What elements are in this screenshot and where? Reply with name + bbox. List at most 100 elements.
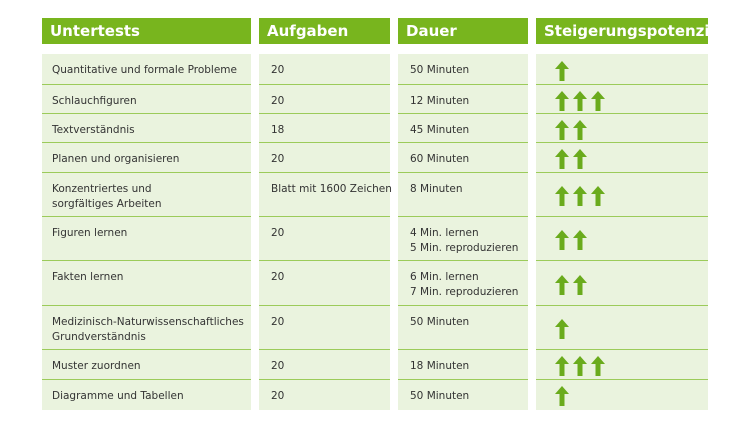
potential-arrow	[555, 186, 569, 206]
potential-arrow	[555, 230, 569, 250]
row-separator	[536, 142, 708, 143]
cell: 12 Minuten	[410, 94, 469, 109]
cell: Planen und organisieren	[52, 152, 179, 167]
row-separator	[398, 349, 528, 350]
cell-line: Grundverständnis	[52, 331, 146, 343]
potential-arrow	[555, 386, 569, 406]
row-separator	[398, 172, 528, 173]
row-separator	[259, 113, 390, 114]
cell-line: Muster zuordnen	[52, 360, 141, 372]
cell: Schlauchfiguren	[52, 94, 137, 109]
potential-arrow	[555, 119, 569, 140]
cell: 6 Min. lernen 7 Min. reproduzieren	[410, 270, 518, 300]
row-separator	[42, 142, 251, 143]
cell: 20	[271, 390, 285, 402]
cell: Quantitative und formale Probleme	[52, 63, 237, 78]
row-separator	[259, 379, 390, 380]
header-cell: Untertests	[42, 18, 251, 44]
potential-arrow	[573, 186, 587, 206]
potential-arrow	[555, 60, 569, 81]
cell: Textverständnis	[52, 123, 135, 138]
row-separator	[42, 260, 251, 261]
row-separator	[536, 379, 708, 380]
cell-line: Planen und organisieren	[52, 153, 180, 165]
header-cell: Dauer	[398, 18, 528, 44]
cell: 8 Minuten	[410, 182, 463, 197]
potential-arrow	[573, 274, 587, 295]
row-separator	[42, 113, 251, 114]
row-separator	[398, 84, 528, 85]
cell: 45 Minuten	[410, 123, 469, 138]
row-separator	[259, 260, 390, 261]
cell-line: 50 Minuten	[410, 390, 470, 402]
cell: 20	[271, 227, 285, 239]
cell-line: Textverständnis	[52, 124, 135, 136]
row-separator	[259, 84, 390, 85]
cell-line: Fakten lernen	[52, 271, 124, 283]
cell: 18	[271, 124, 285, 136]
potential-arrow	[573, 119, 587, 140]
row-separator	[42, 172, 251, 173]
row-separator	[259, 172, 390, 173]
cell: 20	[271, 95, 285, 107]
cell-line: 50 Minuten	[410, 316, 470, 328]
cell-line: Figuren lernen	[52, 227, 128, 239]
cell-line: Schlauchfiguren	[52, 95, 137, 107]
row-separator	[398, 379, 528, 380]
cell-line: 8 Minuten	[410, 183, 463, 195]
cell: 50 Minuten	[410, 63, 469, 78]
cell-line: Konzentriertes und	[52, 183, 152, 195]
row-separator	[536, 172, 708, 173]
potential-arrow	[555, 319, 569, 339]
row-separator	[42, 216, 251, 217]
cell: Konzentriertes und sorgfältiges Arbeiten	[52, 182, 161, 212]
header-cell: Steigerungspotenzial	[536, 18, 725, 44]
header-cell: Aufgaben	[259, 18, 390, 44]
row-separator	[42, 349, 251, 350]
cell-line: 60 Minuten	[410, 153, 470, 165]
cell-line: 6 Min. lernen	[410, 271, 479, 283]
cell: 20	[271, 64, 285, 76]
row-separator	[536, 260, 708, 261]
cell-line: Medizinisch-Naturwissenschaftliches	[52, 316, 244, 328]
row-separator	[398, 216, 528, 217]
potential-arrow	[573, 90, 587, 111]
cell: 60 Minuten	[410, 152, 469, 167]
row-separator	[259, 305, 390, 306]
row-separator	[536, 305, 708, 306]
cell-line: 12 Minuten	[410, 95, 470, 107]
cell-line: 50 Minuten	[410, 64, 470, 76]
potential-arrow	[573, 149, 587, 169]
cell: Medizinisch-Naturwissenschaftliches Grund…	[52, 315, 244, 345]
cell-line: sorgfältiges Arbeiten	[52, 198, 162, 210]
cell: 20	[271, 316, 285, 328]
cell-line: 45 Minuten	[410, 124, 470, 136]
potential-arrow	[573, 356, 587, 376]
potential-arrow	[555, 356, 569, 376]
potential-arrow	[573, 230, 587, 250]
row-separator	[536, 84, 708, 85]
cell-line: 5 Min. reproduzieren	[410, 242, 519, 254]
row-separator	[259, 142, 390, 143]
cell: 20	[271, 360, 285, 372]
cell: 50 Minuten	[410, 389, 469, 404]
row-separator	[259, 216, 390, 217]
cell-line: Diagramme und Tabellen	[52, 390, 184, 402]
cell: Diagramme und Tabellen	[52, 389, 184, 404]
potential-arrow	[555, 274, 569, 295]
row-separator	[398, 305, 528, 306]
potential-arrow	[591, 356, 605, 376]
row-separator	[259, 349, 390, 350]
row-separator	[42, 379, 251, 380]
row-separator	[398, 113, 528, 114]
cell: Fakten lernen	[52, 270, 123, 285]
cell-line: Quantitative und formale Probleme	[52, 64, 237, 76]
potential-arrow	[591, 186, 605, 206]
row-separator	[536, 113, 708, 114]
cell-line: 4 Min. lernen	[410, 227, 479, 239]
cell: 20	[271, 153, 285, 165]
potential-arrow	[555, 149, 569, 169]
cell-line: 18 Minuten	[410, 360, 470, 372]
row-separator	[398, 142, 528, 143]
row-separator	[42, 305, 251, 306]
